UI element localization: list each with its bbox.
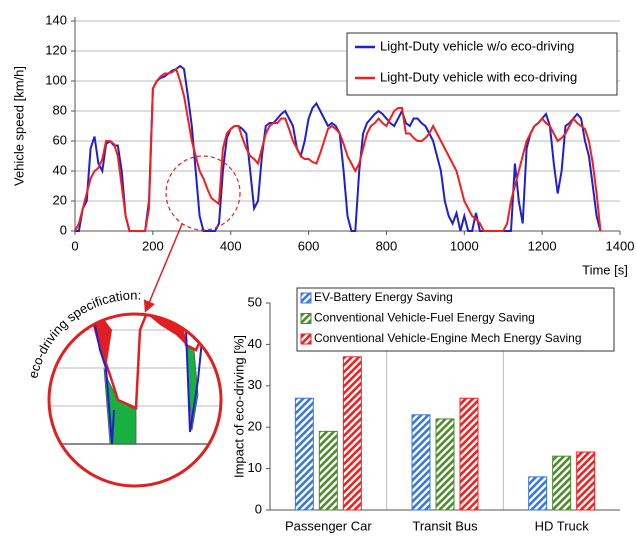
y-tick-label: 50 bbox=[248, 294, 262, 309]
y-tick-label: 0 bbox=[60, 222, 67, 237]
x-axis-label: Time [s] bbox=[582, 262, 628, 277]
speed-line bbox=[74, 67, 602, 232]
bar bbox=[552, 455, 572, 511]
y-tick-label: 140 bbox=[45, 12, 67, 27]
bar bbox=[459, 397, 479, 511]
legend-label: Conventional Vehicle-Fuel Energy Saving bbox=[314, 311, 535, 325]
y-tick-label: 20 bbox=[248, 419, 262, 434]
zoom-marker bbox=[165, 155, 241, 231]
zoom-arrow bbox=[143, 223, 183, 313]
zoom-inset: eco-driving specification: bbox=[25, 155, 241, 488]
bar bbox=[318, 430, 338, 511]
legend-box bbox=[296, 287, 615, 352]
x-tick-label: 0 bbox=[71, 238, 78, 253]
bar bbox=[435, 418, 455, 511]
bar bbox=[576, 451, 596, 511]
y-axis-label: Impact of eco-driving [%] bbox=[231, 335, 246, 478]
legend-label: EV-Battery Energy Saving bbox=[314, 290, 453, 304]
x-tick-label: Transit Bus bbox=[412, 518, 478, 533]
bar bbox=[411, 414, 431, 511]
x-tick-label: 1200 bbox=[528, 238, 557, 253]
y-tick-label: 20 bbox=[53, 192, 67, 207]
legend-label: Conventional Vehicle-Engine Mech Energy … bbox=[314, 331, 582, 345]
y-tick-label: 80 bbox=[53, 102, 67, 117]
y-tick-label: 30 bbox=[248, 377, 262, 392]
x-tick-label: HD Truck bbox=[535, 518, 590, 533]
legend-swatch bbox=[300, 333, 312, 345]
y-tick-label: 100 bbox=[45, 72, 67, 87]
inset-content bbox=[49, 314, 221, 486]
legend-label: Light-Duty vehicle with eco-driving bbox=[380, 69, 577, 84]
x-tick-label: 800 bbox=[376, 238, 398, 253]
bar bbox=[294, 397, 314, 511]
x-tick-label: 200 bbox=[142, 238, 164, 253]
y-tick-label: 60 bbox=[53, 132, 67, 147]
bar bbox=[342, 356, 362, 511]
y-tick-label: 40 bbox=[248, 336, 262, 351]
bar bbox=[528, 476, 548, 511]
x-tick-label: 600 bbox=[298, 238, 320, 253]
y-tick-label: 0 bbox=[255, 501, 262, 516]
y-tick-label: 120 bbox=[45, 42, 67, 57]
legend-swatch bbox=[300, 292, 312, 304]
legend-box bbox=[346, 32, 618, 96]
y-tick-label: 40 bbox=[53, 162, 67, 177]
x-tick-label: 1400 bbox=[606, 238, 635, 253]
y-axis-label: Vehicle speed [km/h] bbox=[11, 66, 26, 186]
legend-label: Light-Duty vehicle w/o eco-driving bbox=[380, 38, 574, 53]
impact-chart: 0 10 20 30 40 50 Impact of eco-driving [%] Pass… bbox=[231, 287, 620, 533]
x-tick-label: 400 bbox=[220, 238, 242, 253]
x-tick-label: 1000 bbox=[450, 238, 479, 253]
legend-swatch bbox=[300, 313, 312, 324]
y-tick-label: 10 bbox=[248, 460, 262, 475]
x-tick-label: Passenger Car bbox=[285, 518, 372, 533]
